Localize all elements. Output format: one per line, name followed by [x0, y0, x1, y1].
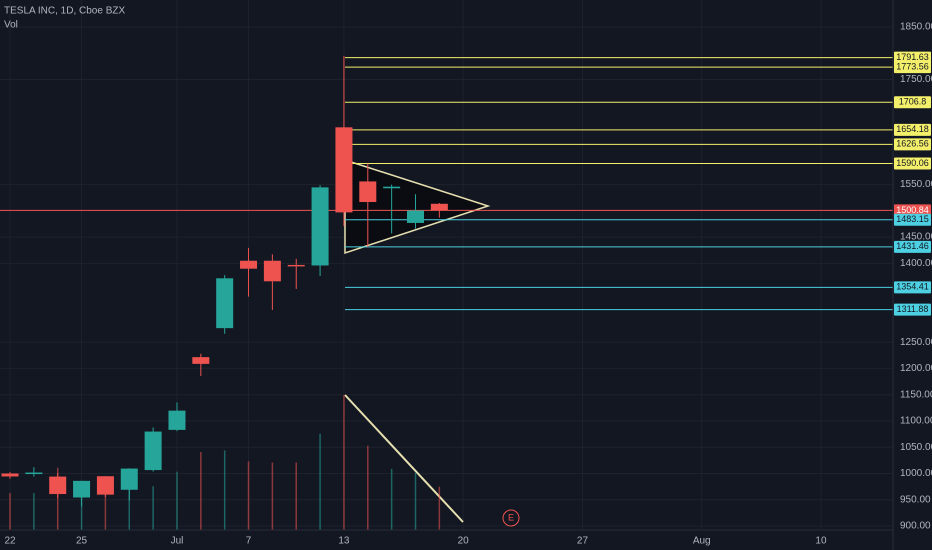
- volume-bar: [319, 433, 321, 530]
- trend-line: [344, 394, 464, 523]
- volume-bar: [176, 471, 178, 530]
- x-tick-label: 20: [458, 536, 470, 547]
- price-level-tag: [894, 204, 931, 217]
- candle-body: [25, 472, 43, 475]
- x-tick-label: Jul: [171, 536, 184, 547]
- price-level-tag: [894, 213, 931, 226]
- x-tick-label: Aug: [693, 536, 711, 547]
- candle-body: [430, 203, 448, 211]
- price-level-tag: [894, 96, 931, 109]
- y-tick-label: 1250.00: [900, 337, 932, 348]
- candle-body: [144, 431, 162, 471]
- x-tick-label: 13: [338, 536, 350, 547]
- y-tick-label: 1200.00: [900, 363, 932, 374]
- volume-bar: [271, 462, 274, 530]
- candle-body: [120, 468, 138, 490]
- volume-bar: [56, 467, 59, 530]
- price-level-tag: [894, 138, 931, 151]
- volume-bar: [104, 483, 107, 530]
- candle-body: [240, 260, 258, 269]
- y-tick-label: 900.00: [900, 521, 931, 532]
- earnings-marker-label[interactable]: E: [508, 512, 514, 522]
- y-tick-label: 950.00: [900, 494, 931, 505]
- price-level-label: 1590.06: [896, 158, 929, 168]
- candle-body: [263, 260, 281, 282]
- candle-body: [216, 278, 234, 329]
- price-level-label: 1773.56: [896, 62, 929, 72]
- candle-body: [383, 186, 401, 189]
- y-tick-label: 1850.00: [900, 22, 932, 33]
- price-level-tag: [894, 157, 931, 170]
- volume-bar: [367, 445, 369, 530]
- candle-body: [335, 127, 353, 213]
- price-level-tag: [894, 303, 931, 316]
- price-level-tag: [894, 281, 931, 294]
- volume-bar: [438, 486, 441, 530]
- candle-body: [168, 410, 186, 430]
- x-tick-label: 22: [4, 536, 16, 547]
- y-tick-label: 1050.00: [900, 442, 932, 453]
- volume-bar: [223, 450, 226, 530]
- volume-bar: [343, 395, 345, 530]
- candle-body: [73, 480, 91, 498]
- price-level-tag: [894, 51, 931, 64]
- x-tick-label: 27: [577, 536, 589, 547]
- volume-bar: [128, 478, 131, 530]
- price-level-label: 1311.88: [897, 304, 929, 314]
- price-level-label: 1431.46: [896, 241, 929, 251]
- y-tick-label: 1450.00: [900, 232, 932, 243]
- y-tick-label: 1400.00: [900, 258, 932, 269]
- volume-bar: [414, 472, 417, 530]
- price-level-label: 1626.56: [896, 139, 929, 149]
- volume-bar: [152, 486, 154, 530]
- volume-bar: [9, 493, 11, 530]
- x-tick-label: 7: [246, 536, 252, 547]
- y-tick-label: 1550.00: [900, 179, 932, 190]
- y-tick-label: 1150.00: [900, 389, 932, 400]
- volume-bar: [295, 462, 297, 530]
- volume-label: Vol: [4, 20, 18, 31]
- y-tick-label: 1000.00: [900, 468, 932, 479]
- y-tick-label: 1100.00: [900, 416, 932, 427]
- candle-body: [287, 264, 305, 267]
- price-level-tag: [894, 123, 931, 136]
- y-tick-label: 1750.00: [900, 74, 932, 85]
- price-level-label: 1791.63: [896, 52, 929, 62]
- candle-body: [359, 181, 377, 203]
- price-level-label: 1354.41: [896, 282, 929, 292]
- volume-bar: [247, 461, 250, 530]
- price-level-label: 1500.84: [896, 205, 929, 215]
- candle-body: [192, 357, 210, 364]
- price-level-tag: [894, 240, 931, 253]
- x-tick-label: 25: [76, 536, 88, 547]
- earnings-marker[interactable]: [502, 509, 520, 527]
- volume-bar: [80, 489, 83, 530]
- candle-body: [49, 476, 67, 495]
- chart-title: TESLA INC, 1D, Cboe BZX: [4, 6, 125, 17]
- price-level-label: 1706.8: [899, 97, 927, 107]
- volume-bar: [200, 452, 202, 530]
- price-level-tag: [894, 61, 931, 74]
- candle-body: [311, 187, 329, 266]
- volume-bar: [390, 468, 393, 530]
- candle-body: [1, 473, 19, 477]
- price-level-label: 1483.15: [896, 214, 929, 224]
- x-tick-label: 10: [815, 536, 827, 547]
- price-level-label: 1654.18: [896, 124, 929, 134]
- volume-bar: [33, 493, 35, 530]
- candle-body: [96, 476, 114, 495]
- candle-body: [406, 210, 424, 223]
